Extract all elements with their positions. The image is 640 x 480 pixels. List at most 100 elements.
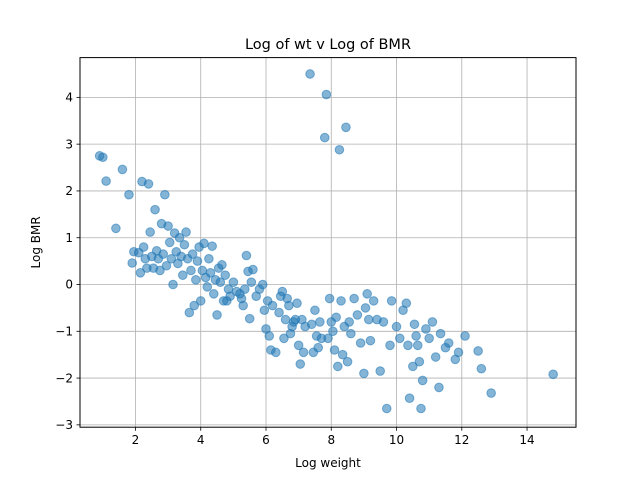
data-point xyxy=(293,340,304,351)
data-point xyxy=(207,241,217,251)
data-point xyxy=(409,319,420,330)
data-point xyxy=(305,69,315,79)
y-tick-label: 2 xyxy=(65,184,73,198)
data-point xyxy=(239,284,250,294)
data-point xyxy=(270,347,281,358)
data-point xyxy=(181,227,191,237)
data-point xyxy=(386,296,397,306)
data-point xyxy=(324,293,335,304)
data-point xyxy=(179,239,190,250)
x-axis-label: Log weight xyxy=(295,456,361,470)
data-point xyxy=(310,305,320,316)
data-point xyxy=(215,277,226,287)
x-tick-label: 6 xyxy=(262,433,270,447)
data-point xyxy=(430,352,441,362)
data-point xyxy=(267,300,278,311)
data-point xyxy=(421,324,431,334)
data-point xyxy=(453,347,464,358)
data-point xyxy=(138,242,149,252)
data-point xyxy=(150,204,160,215)
plot-area xyxy=(80,57,576,428)
data-point xyxy=(202,282,213,292)
data-point xyxy=(331,312,341,323)
data-point xyxy=(135,268,146,278)
data-point xyxy=(352,310,363,320)
data-point xyxy=(298,347,309,358)
data-point xyxy=(368,296,379,306)
x-tick-label: 10 xyxy=(389,433,404,447)
data-point xyxy=(244,313,255,324)
data-point xyxy=(277,286,288,297)
data-point xyxy=(174,232,185,243)
y-tick-label: 1 xyxy=(65,231,73,245)
data-point xyxy=(414,356,425,367)
data-point xyxy=(342,356,353,367)
y-tick-label: −1 xyxy=(55,324,73,338)
data-point xyxy=(225,291,235,302)
data-point xyxy=(177,270,188,280)
data-point xyxy=(192,256,203,266)
data-point xyxy=(248,264,258,275)
data-point xyxy=(145,227,155,237)
data-point xyxy=(205,268,216,278)
x-tick-label: 8 xyxy=(327,433,335,447)
data-point xyxy=(315,317,325,327)
data-point xyxy=(411,331,421,341)
data-point xyxy=(435,328,446,339)
data-point xyxy=(375,366,386,376)
data-point xyxy=(166,253,177,264)
data-point xyxy=(427,317,438,327)
data-point xyxy=(378,317,389,327)
data-point xyxy=(349,293,359,304)
data-point xyxy=(460,331,470,341)
data-point xyxy=(204,253,214,264)
data-point xyxy=(548,369,558,380)
data-point xyxy=(362,289,372,299)
data-point xyxy=(158,249,169,259)
data-point xyxy=(143,179,154,189)
data-point xyxy=(381,403,392,414)
data-point xyxy=(404,393,415,403)
data-point xyxy=(443,338,454,348)
data-point xyxy=(212,310,222,320)
data-point xyxy=(163,221,173,231)
chart-title: Log of wt v Log of BMR xyxy=(245,37,411,53)
data-point xyxy=(295,359,306,369)
data-point xyxy=(334,144,345,155)
data-point xyxy=(246,277,257,287)
data-point xyxy=(344,317,355,327)
x-tick-label: 4 xyxy=(197,433,205,447)
data-point xyxy=(155,265,165,276)
data-point xyxy=(408,361,418,372)
data-point xyxy=(161,260,172,271)
data-point xyxy=(101,176,111,186)
data-point xyxy=(124,189,134,200)
data-point xyxy=(241,250,252,261)
data-point xyxy=(473,346,483,356)
data-point xyxy=(228,277,239,287)
data-point xyxy=(189,300,200,311)
data-point xyxy=(117,164,128,175)
data-point xyxy=(363,314,374,325)
data-point xyxy=(313,342,324,353)
data-point xyxy=(292,298,302,309)
data-point xyxy=(319,132,330,143)
data-point xyxy=(365,335,376,346)
data-point xyxy=(98,152,108,163)
y-tick-label: 3 xyxy=(65,137,73,151)
data-point xyxy=(332,361,343,372)
data-point xyxy=(284,300,294,311)
data-point xyxy=(257,279,268,290)
x-tick-label: 12 xyxy=(454,433,469,447)
data-point xyxy=(127,258,138,268)
data-point xyxy=(184,307,195,318)
x-tick-label: 2 xyxy=(132,433,140,447)
data-point xyxy=(160,189,170,200)
data-point xyxy=(186,265,196,276)
data-point xyxy=(385,340,395,351)
data-point xyxy=(306,319,317,330)
data-point xyxy=(280,314,291,325)
data-point xyxy=(403,340,413,351)
data-point xyxy=(323,333,333,344)
